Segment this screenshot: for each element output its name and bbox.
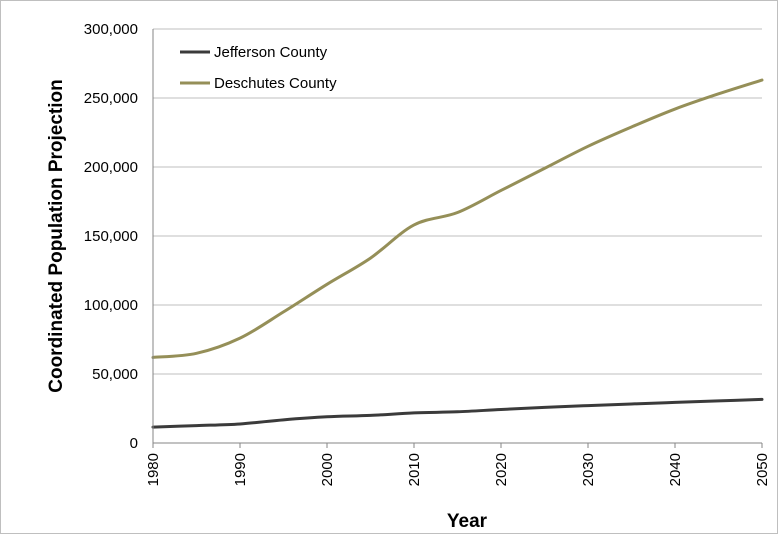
y-tick-label: 200,000	[84, 159, 138, 176]
x-tick-label: 2030	[580, 453, 597, 486]
series-lines	[151, 78, 764, 429]
x-tick-label: 2010	[406, 453, 423, 486]
series-line-jefferson-county	[151, 397, 764, 429]
x-tick-label: 1990	[232, 453, 249, 486]
x-tick-label: 2020	[493, 453, 510, 486]
legend-label: Deschutes County	[214, 75, 337, 92]
x-axis-title: Year	[447, 511, 488, 532]
x-tick-label: 2000	[319, 453, 336, 486]
legend-label: Jefferson County	[214, 44, 328, 61]
series-line-deschutes-county	[151, 78, 764, 359]
axes	[152, 29, 763, 448]
y-tick-label: 0	[130, 435, 138, 452]
x-tick-labels: 1980 1990 2000 2010 2020 2030 2040 2050	[145, 453, 771, 486]
y-tick-label: 50,000	[92, 366, 138, 383]
y-tick-label: 100,000	[84, 297, 138, 314]
gridlines	[153, 28, 762, 375]
legend: Jefferson County Deschutes County	[180, 44, 337, 92]
y-tick-label: 250,000	[84, 90, 138, 107]
x-tick-label: 2050	[754, 453, 771, 486]
y-tick-label: 150,000	[84, 228, 138, 245]
y-tick-labels: 0 50,000 100,000 150,000 200,000 250,000 300,0…	[84, 21, 138, 452]
x-tick-label: 1980	[145, 453, 162, 486]
y-tick-label: 300,000	[84, 21, 138, 38]
y-axis-title: Coordinated Population Projection	[46, 79, 67, 393]
x-tick-label: 2040	[667, 453, 684, 486]
